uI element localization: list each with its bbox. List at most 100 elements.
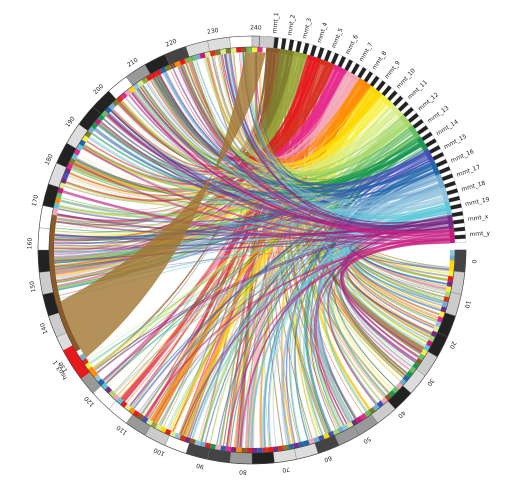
ideogram-band	[179, 58, 186, 66]
ribbon-line	[191, 204, 445, 440]
tick-label: 60	[323, 454, 333, 463]
ideogram-band	[267, 446, 274, 453]
ribbon-line	[129, 94, 450, 243]
ideogram-band	[409, 366, 417, 374]
ribbon-line	[238, 124, 406, 448]
ideogram-band	[379, 94, 394, 108]
ideogram-band	[236, 447, 242, 453]
ideogram-band	[128, 85, 136, 93]
ideogram-band	[448, 228, 455, 244]
ideogram-band	[288, 443, 295, 450]
ribbon-line	[89, 128, 409, 365]
ideogram-band	[94, 118, 102, 126]
ideogram-band	[53, 202, 60, 209]
ideogram-band	[184, 56, 191, 64]
tick-label: 220	[165, 38, 178, 49]
ideogram-band	[128, 407, 136, 415]
ideogram-band	[230, 446, 237, 453]
ideogram-band	[108, 102, 116, 110]
tick-label: 180	[44, 153, 55, 166]
ideogram-band	[356, 77, 372, 90]
ideogram-band	[282, 444, 289, 451]
ideogram-band	[454, 234, 466, 240]
tick-label: 190	[64, 115, 76, 129]
ideogram-band	[209, 443, 216, 450]
ideogram-band	[440, 187, 449, 203]
ideogram-band	[446, 214, 454, 230]
ribbon-line	[226, 240, 450, 447]
tick-label: 230	[207, 27, 220, 36]
tick-label: 40	[396, 409, 406, 419]
ideogram-band	[364, 410, 372, 418]
ideogram-band	[436, 316, 444, 323]
ideogram-band	[322, 432, 330, 440]
ribbon-line	[189, 59, 307, 156]
chromosome-label: mmt_9	[383, 59, 401, 80]
ideogram-band	[116, 95, 124, 103]
ideogram-band	[209, 50, 216, 57]
ideogram-band	[308, 438, 315, 445]
ideogram-band	[449, 250, 455, 256]
ideogram-band	[229, 35, 253, 49]
ideogram-band	[313, 436, 320, 444]
ideogram-band	[90, 370, 99, 378]
ideogram-band	[435, 173, 446, 189]
ideogram-band	[54, 197, 61, 204]
ideogram-band	[395, 382, 403, 390]
ring-outline	[37, 35, 467, 465]
ideogram-band	[97, 114, 105, 122]
ribbon-line	[107, 113, 450, 233]
ribbon-line	[350, 222, 450, 271]
ideogram-band	[204, 51, 211, 58]
ideogram-band	[132, 410, 140, 418]
ideogram-band	[446, 280, 453, 287]
ideogram-band	[94, 374, 102, 382]
ideogram-band	[241, 47, 247, 53]
ideogram-band	[293, 442, 300, 449]
chromosome-label: mmt_10	[395, 67, 417, 90]
tick-label: 200	[92, 83, 105, 96]
chromosome-label: mmt_1	[271, 12, 280, 34]
ideogram-band	[444, 200, 452, 216]
ribbon-line	[119, 112, 396, 398]
ideogram-band	[199, 441, 206, 448]
ideogram-band	[251, 35, 275, 49]
ideogram-band	[423, 148, 435, 164]
ideogram-band	[124, 88, 132, 97]
ribbon-line	[62, 190, 450, 238]
tick-label: 80	[239, 468, 247, 475]
ribbon-line	[179, 233, 450, 435]
ideogram-band	[37, 227, 51, 251]
ideogram-band	[293, 51, 308, 60]
ribbon-line	[153, 77, 425, 189]
ideogram-band	[101, 110, 109, 118]
ideogram-band	[112, 99, 120, 107]
chromosome-label: mmt_5	[330, 27, 344, 49]
ribbon-line	[139, 190, 442, 415]
tick-label: 170	[31, 194, 40, 207]
ideogram-band	[372, 403, 380, 412]
ideogram-band	[454, 238, 466, 244]
ideogram-band	[87, 366, 95, 374]
ideogram-band	[241, 447, 247, 453]
ideogram-band	[225, 446, 232, 452]
ideogram-band	[257, 447, 263, 453]
ribbon	[60, 52, 266, 358]
ribbon-line	[144, 239, 450, 418]
chromosome-label: mmt_15	[443, 133, 468, 151]
tick-label: 240	[250, 24, 262, 31]
ideogram-band	[318, 434, 325, 442]
ribbon-line	[100, 121, 450, 235]
ideogram-band	[389, 103, 403, 118]
ideogram-band	[112, 393, 120, 401]
ideogram-band	[252, 47, 258, 53]
ideogram-band	[443, 296, 450, 303]
ideogram-band	[84, 362, 92, 370]
ideogram-band	[434, 320, 442, 328]
ideogram-band	[402, 374, 410, 382]
ideogram-band	[319, 59, 335, 70]
ideogram-band	[169, 62, 177, 70]
ideogram-band	[392, 386, 400, 394]
chromosome-label: mmt_17	[456, 164, 482, 179]
